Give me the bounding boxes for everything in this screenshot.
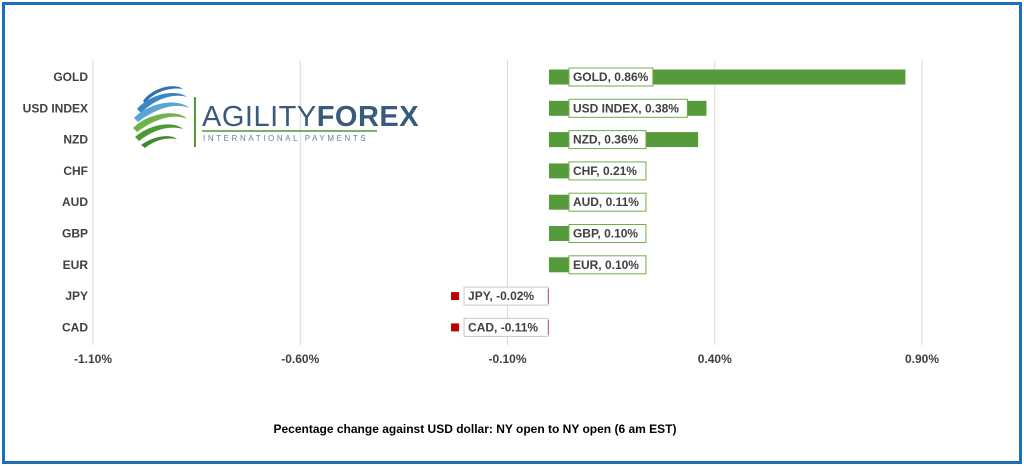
x-tick-label: -0.60% [281, 352, 319, 366]
x-tick-label: -0.10% [488, 352, 526, 366]
bars [503, 69, 906, 335]
data-label-marker [451, 292, 460, 301]
x-tick-label: 0.40% [698, 352, 732, 366]
data-label-box [568, 224, 647, 243]
data-label-box [568, 255, 647, 275]
x-axis-caption: Pecentage change against USD dollar: NY … [274, 422, 677, 436]
data-label-box [568, 98, 688, 118]
data-label-box [463, 317, 549, 337]
logo-tagline: INTERNATIONAL PAYMENTS [203, 134, 368, 143]
globe-swoosh-icon [133, 86, 196, 148]
category-label: CHF [63, 164, 88, 178]
data-label-box [463, 286, 549, 306]
data-labels: GOLD, 0.86% USD INDEX, 0.38% NZD, 0.36% CHF… [451, 67, 688, 337]
agility-forex-logo: AGILITYFOREX INTERNATIONAL PAYMENTS [133, 86, 419, 148]
data-label: GBP, 0.10% [573, 227, 638, 241]
data-label: CHF, 0.21% [573, 164, 637, 178]
data-label: USD INDEX, 0.38% [573, 101, 679, 115]
category-label: EUR [63, 258, 89, 272]
logo-brand: AGILITYFOREX [202, 101, 419, 133]
data-label: JPY, -0.02% [468, 289, 534, 303]
logo-brand-part1: AGILITY [202, 101, 317, 133]
category-label: AUD [62, 195, 88, 209]
data-label: CAD, -0.11% [468, 320, 538, 334]
category-label: GOLD [53, 70, 88, 84]
logo-brand-part2: FOREX [317, 101, 420, 133]
data-label-box [568, 192, 647, 212]
category-labels: GOLD USD INDEX NZD CHF AUD GBP EUR JPY CAD [23, 70, 89, 334]
data-label: NZD, 0.36% [573, 133, 639, 147]
data-label-marker [451, 323, 460, 332]
category-label: USD INDEX [23, 101, 88, 115]
data-label: AUD, 0.11% [573, 195, 639, 209]
category-label: GBP [62, 227, 88, 241]
data-label: EUR, 0.10% [573, 258, 639, 272]
x-tick-label: -1.10% [74, 352, 112, 366]
data-label-box [568, 130, 647, 150]
category-label: CAD [62, 320, 88, 334]
data-label: GOLD, 0.86% [573, 70, 649, 84]
data-label-box [568, 161, 647, 181]
category-label: JPY [65, 289, 88, 303]
x-tick-label: 0.90% [905, 352, 939, 366]
bar-chart: AGILITYFOREX INTERNATIONAL PAYMENTS GOLD… [23, 60, 939, 436]
data-label-box [568, 67, 654, 87]
gridlines [92, 60, 923, 345]
x-tick-labels: -1.10% -0.60% -0.10% 0.40% 0.90% [74, 352, 939, 366]
category-label: NZD [63, 133, 88, 147]
